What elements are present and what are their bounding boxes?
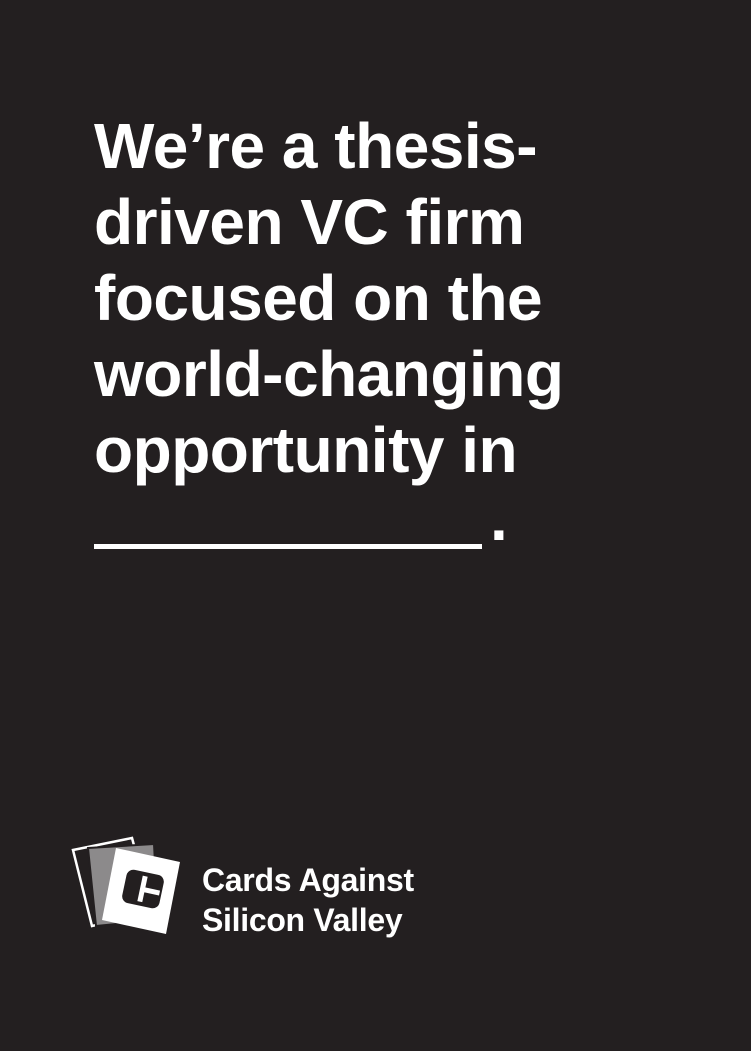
prompt-line-4: world-changing bbox=[94, 338, 564, 410]
stacked-cards-logo-icon bbox=[71, 836, 180, 934]
brand-name: Cards Against Silicon Valley bbox=[202, 860, 414, 940]
prompt-line-1: We’re a thesis- bbox=[94, 110, 538, 182]
prompt-line-5: opportunity in bbox=[94, 414, 518, 486]
fill-in-blank: . bbox=[94, 482, 514, 554]
blank-period: . bbox=[490, 482, 508, 554]
card-prompt: We’re a thesis- driven VC firm focused o… bbox=[94, 108, 714, 488]
prompt-line-3: focused on the bbox=[94, 262, 543, 334]
brand-footer: Cards Against Silicon Valley bbox=[70, 832, 490, 942]
brand-name-line-1: Cards Against bbox=[202, 862, 414, 898]
brand-name-line-2: Silicon Valley bbox=[202, 902, 403, 938]
prompt-line-2: driven VC firm bbox=[94, 186, 525, 258]
blank-underline bbox=[94, 544, 482, 549]
